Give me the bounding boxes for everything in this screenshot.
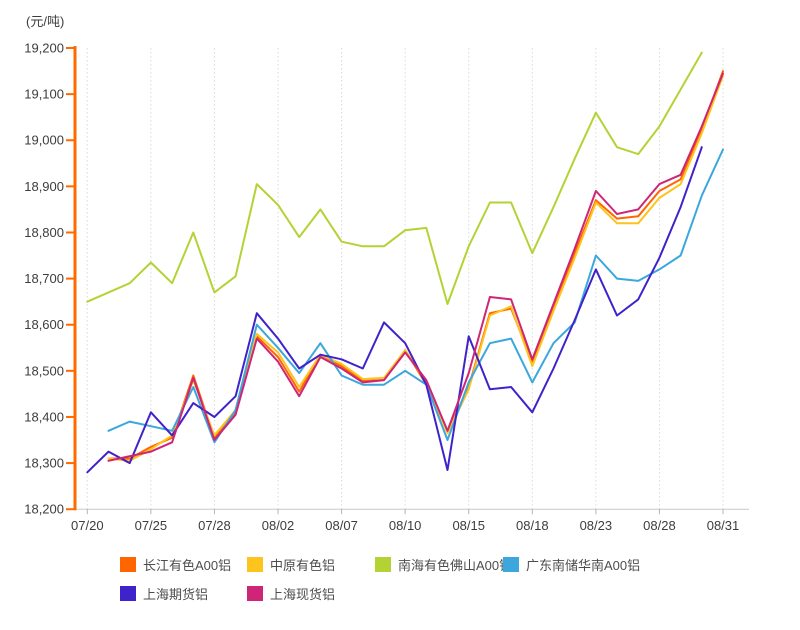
legend-label: 南海有色佛山A00铝 (398, 557, 513, 573)
y-axis-tick-label: 19,100 (24, 87, 64, 102)
y-axis-tick-label: 18,400 (24, 409, 64, 424)
series-line-3 (107, 148, 724, 444)
legend-item-5[interactable]: 上海现货铝 (247, 585, 336, 602)
legend-swatch (503, 556, 519, 572)
legend-label: 广东南储华南A00铝 (526, 557, 641, 573)
legend-label: 长江有色A00铝 (143, 557, 232, 573)
y-axis-tick-label: 19,200 (24, 41, 64, 56)
x-axis-tick-label: 08/15 (452, 518, 485, 533)
legend-item-3[interactable]: 广东南储华南A00铝 (503, 556, 641, 573)
series-line-2 (86, 51, 703, 305)
y-axis-tick-label: 18,600 (24, 317, 64, 332)
x-axis-tick-label: 08/23 (580, 518, 613, 533)
series-line-1 (107, 74, 724, 462)
legend-label: 中原有色铝 (270, 557, 336, 573)
legend-item-2[interactable]: 南海有色佛山A00铝 (375, 556, 513, 573)
line-chart-canvas: 07/20 07/25 07/28 08/02 08/07 08/10 08/15 08/18… (24, 41, 749, 533)
x-axis-tick-label: 07/20 (71, 518, 104, 533)
x-axis-tick-label: 08/02 (262, 518, 295, 533)
legend-label: 上海现货铝 (270, 586, 336, 602)
y-axis-unit-label: (元/吨) (26, 14, 65, 29)
legend-swatch (247, 556, 263, 572)
x-axis-tick-label: 08/10 (389, 518, 422, 533)
x-axis-tick-label: 08/28 (643, 518, 676, 533)
legend-item-0[interactable]: 长江有色A00铝 (120, 556, 232, 573)
legend-swatch (120, 585, 136, 601)
y-axis-tick-label: 18,700 (24, 271, 64, 286)
x-axis-tick-label: 07/25 (135, 518, 168, 533)
series-line-5 (107, 72, 724, 462)
x-axis-tick-label: 08/31 (707, 518, 740, 533)
y-axis-tick-label: 18,800 (24, 225, 64, 240)
y-axis-tick-label: 18,300 (24, 456, 64, 471)
y-axis-tick-label: 19,000 (24, 133, 64, 148)
legend-item-4[interactable]: 上海期货铝 (120, 585, 209, 602)
y-axis-tick-label: 18,900 (24, 179, 64, 194)
legend-item-1[interactable]: 中原有色铝 (247, 556, 336, 573)
legend-swatch (247, 585, 263, 601)
legend-swatch (120, 556, 136, 572)
x-axis-tick-label: 08/07 (325, 518, 358, 533)
legend-label: 上海期货铝 (143, 586, 209, 602)
x-axis-tick-label: 07/28 (198, 518, 231, 533)
y-axis-tick-label: 18,200 (24, 502, 64, 517)
legend-swatch (375, 556, 391, 572)
series-line-4 (86, 146, 703, 474)
x-axis-tick-label: 08/18 (516, 518, 549, 533)
y-axis-tick-label: 18,500 (24, 363, 64, 378)
